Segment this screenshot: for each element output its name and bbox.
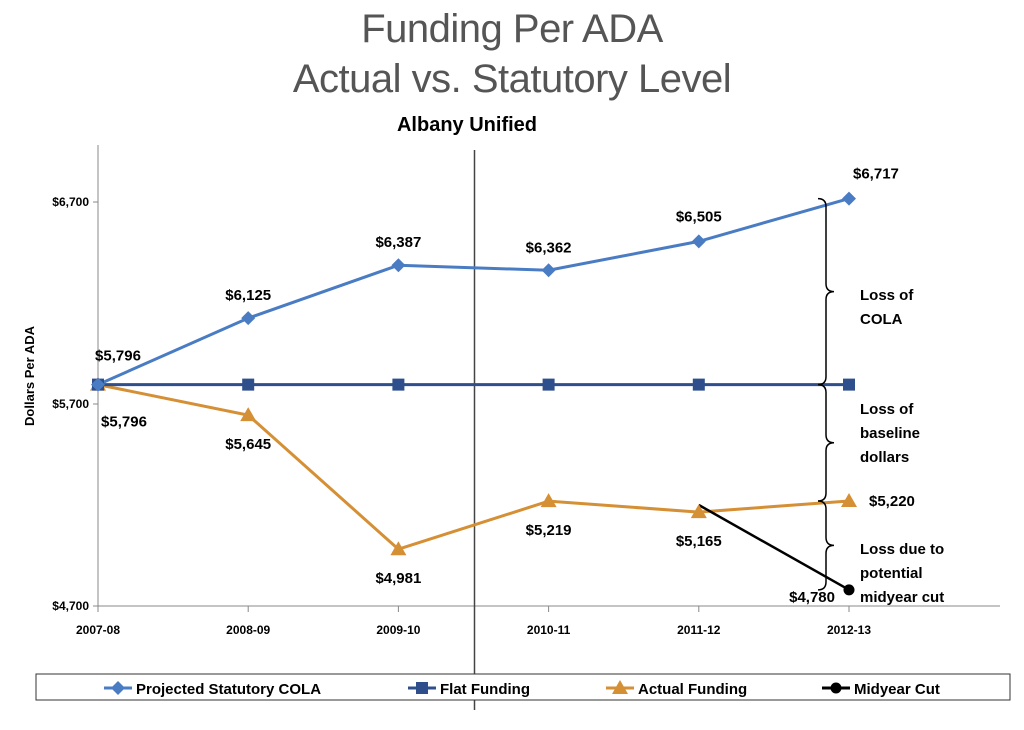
annotation-brace <box>817 197 835 386</box>
x-tick-label: 2008-09 <box>226 623 270 637</box>
annotation-brace <box>817 383 835 502</box>
x-tick-label: 2009-10 <box>376 623 420 637</box>
projected-cola-point <box>691 234 706 249</box>
midyear-cut-line <box>698 503 850 591</box>
annotation-text: midyear cut <box>860 589 944 606</box>
chart-title-line2: Actual vs. Statutory Level <box>292 57 732 101</box>
chart-title-line1: Funding Per ADA <box>361 7 663 51</box>
legend-marker <box>830 682 842 694</box>
flat-funding-point <box>542 378 555 391</box>
legend-label: Flat Funding <box>440 681 530 698</box>
midyear-cut-point <box>843 584 855 596</box>
actual-funding-point <box>240 407 257 422</box>
flat-funding-point <box>392 378 405 391</box>
legend-marker <box>416 682 428 694</box>
x-tick-label: 2010-11 <box>527 623 571 637</box>
chart-subtitle: Albany Unified <box>396 114 537 136</box>
cola-data-label: $6,717 <box>853 166 899 183</box>
x-tick-label: 2011-12 <box>677 623 721 637</box>
cola-data-label: $6,387 <box>375 234 421 251</box>
actual-funding-point <box>841 492 857 507</box>
legend-label: Projected Statutory COLA <box>136 681 321 698</box>
legend-marker <box>111 681 125 695</box>
legend-label: Midyear Cut <box>854 681 940 698</box>
projected-cola-point <box>391 258 406 273</box>
actual-data-label: $4,981 <box>375 570 421 587</box>
flat-funding-point <box>242 378 255 391</box>
cola-data-label: $6,362 <box>526 239 572 256</box>
actual-data-label: $5,796 <box>101 414 147 431</box>
actual-data-label: $5,165 <box>676 533 722 550</box>
actual-data-label: $5,220 <box>869 493 915 510</box>
annotation-text: Loss of <box>860 287 914 304</box>
annotation-text: COLA <box>860 311 903 328</box>
actual-funding-point <box>690 504 707 519</box>
projected-cola-point <box>842 191 856 206</box>
flat-funding-point <box>692 378 705 391</box>
cola-data-label: $5,796 <box>95 348 141 365</box>
annotation-brace <box>817 500 835 591</box>
legend-label: Actual Funding <box>638 681 747 698</box>
midyear-cut-data-label: $4,780 <box>789 589 835 606</box>
y-tick-label: $5,700 <box>52 397 89 411</box>
y-tick-label: $4,700 <box>52 599 89 613</box>
y-axis-label: Dollars Per ADA <box>22 325 37 426</box>
projected-cola-line <box>97 197 850 386</box>
legend-marker <box>612 680 628 694</box>
annotation-text: Loss due to <box>860 541 944 558</box>
annotation-text: potential <box>860 565 923 582</box>
actual-funding-line <box>97 383 850 551</box>
projected-cola-point <box>541 263 556 278</box>
annotation-text: dollars <box>860 449 909 466</box>
flat-funding-point <box>843 378 855 391</box>
annotation-text: Loss of <box>860 401 914 418</box>
annotation-text: baseline <box>860 425 920 442</box>
x-tick-label: 2012-13 <box>827 623 871 637</box>
projected-cola-point <box>241 311 256 326</box>
projected-cola-point <box>91 377 105 392</box>
actual-data-label: $5,645 <box>225 436 271 453</box>
actual-funding-point <box>390 541 407 556</box>
y-tick-label: $6,700 <box>52 195 89 209</box>
cola-data-label: $6,505 <box>676 208 722 225</box>
actual-funding-point <box>540 493 557 508</box>
x-tick-label: 2007-08 <box>76 623 120 637</box>
actual-data-label: $5,219 <box>526 522 572 539</box>
cola-data-label: $6,125 <box>225 287 271 304</box>
